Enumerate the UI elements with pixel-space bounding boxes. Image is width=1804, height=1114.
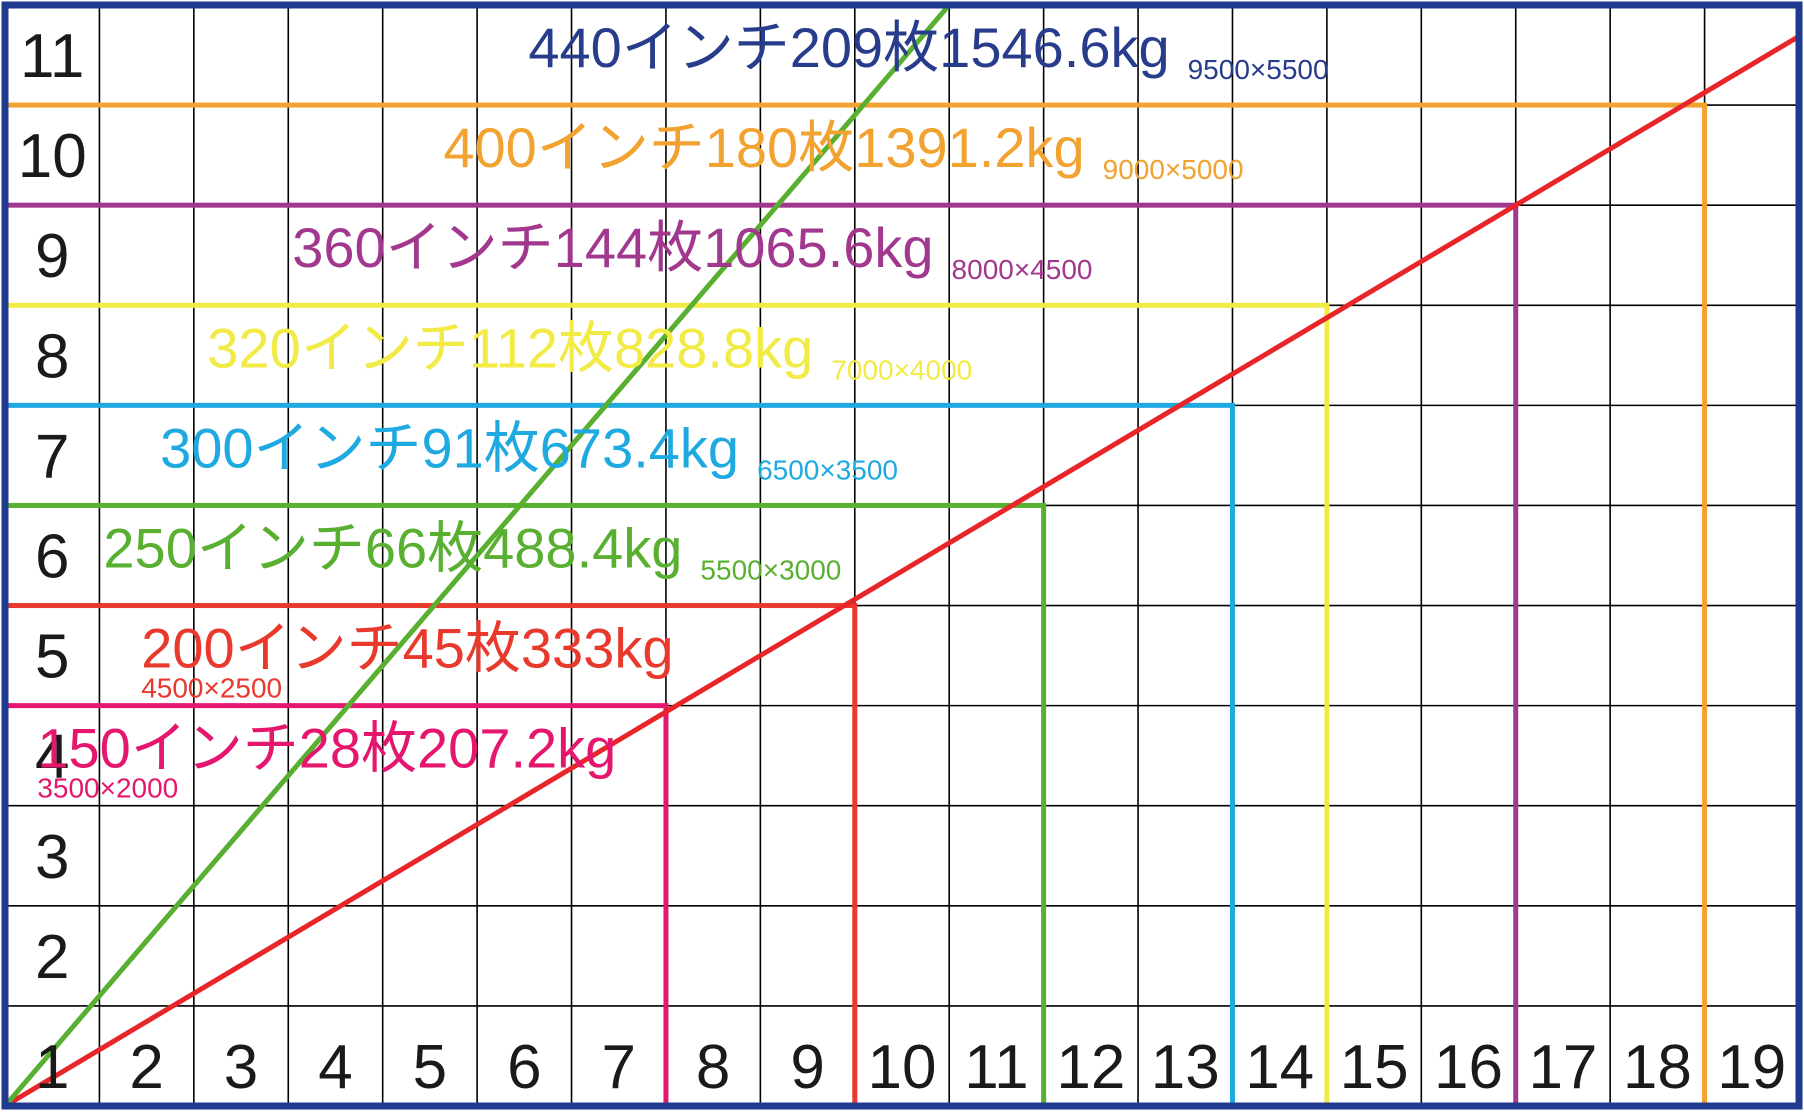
row-label-7: 7: [35, 422, 69, 491]
column-label-5: 5: [413, 1033, 447, 1102]
screen-label-7: 400インチ180枚1391.2kg: [443, 116, 1084, 179]
column-number-labels: 1 2 3 4 5 6 7 8 9 10 11 12 13 14 15 16 17 18 19: [35, 1033, 1786, 1102]
screen-size-7: 9000×5000: [1103, 154, 1244, 185]
column-label-19: 19: [1717, 1033, 1786, 1102]
screen-label-8: 440インチ209枚1546.6kg: [528, 16, 1169, 79]
screen-size-3: 5500×3000: [700, 555, 841, 586]
column-label-15: 15: [1340, 1033, 1409, 1102]
screen-size-4: 6500×3500: [757, 454, 898, 485]
row-label-8: 8: [35, 322, 69, 391]
row-label-10: 10: [18, 122, 87, 191]
red-diagonal: [2, 33, 1802, 1109]
row-label-11: 11: [20, 22, 84, 91]
column-label-11: 11: [964, 1033, 1028, 1102]
column-label-17: 17: [1528, 1033, 1597, 1102]
column-label-9: 9: [790, 1033, 824, 1102]
screen-label-2: 200インチ45枚333kg: [141, 617, 673, 680]
column-label-7: 7: [601, 1033, 635, 1102]
screen-size-2: 4500×2500: [141, 673, 282, 704]
column-label-1: 1: [35, 1033, 69, 1102]
column-label-18: 18: [1623, 1033, 1692, 1102]
column-label-2: 2: [129, 1033, 163, 1102]
screen-label-4: 300インチ91枚673.4kg: [160, 416, 739, 479]
screen-size-5: 7000×4000: [831, 354, 972, 385]
column-label-8: 8: [696, 1033, 730, 1102]
screen-labels: 150インチ28枚207.2kg3500×2000200インチ45枚333kg4…: [37, 16, 1328, 804]
screen-label-3: 250インチ66枚488.4kg: [103, 517, 682, 580]
column-label-10: 10: [868, 1033, 937, 1102]
screen-size-8: 9500×5500: [1188, 54, 1329, 85]
column-label-6: 6: [507, 1033, 541, 1102]
column-label-16: 16: [1434, 1033, 1503, 1102]
row-label-5: 5: [35, 623, 69, 692]
row-label-9: 9: [35, 222, 69, 291]
column-label-12: 12: [1056, 1033, 1125, 1102]
row-label-4: 4: [35, 723, 69, 792]
green-diagonal: [2, 2, 952, 1109]
row-number-labels: 11 10 9 8 7 6 5 4 3 2: [18, 22, 87, 992]
screen-size-6: 8000×4500: [952, 254, 1093, 285]
column-label-4: 4: [318, 1033, 352, 1102]
column-label-14: 14: [1245, 1033, 1314, 1102]
column-label-13: 13: [1151, 1033, 1220, 1102]
screen-size-1: 3500×2000: [37, 773, 178, 804]
screen-label-5: 320インチ112枚828.8kg: [207, 316, 813, 379]
screen-label-1: 150インチ28枚207.2kg: [37, 717, 616, 780]
row-label-3: 3: [35, 823, 69, 892]
row-label-6: 6: [35, 523, 69, 592]
row-label-2: 2: [35, 923, 69, 992]
column-label-3: 3: [224, 1033, 258, 1102]
screen-label-6: 360インチ144枚1065.6kg: [292, 216, 933, 279]
